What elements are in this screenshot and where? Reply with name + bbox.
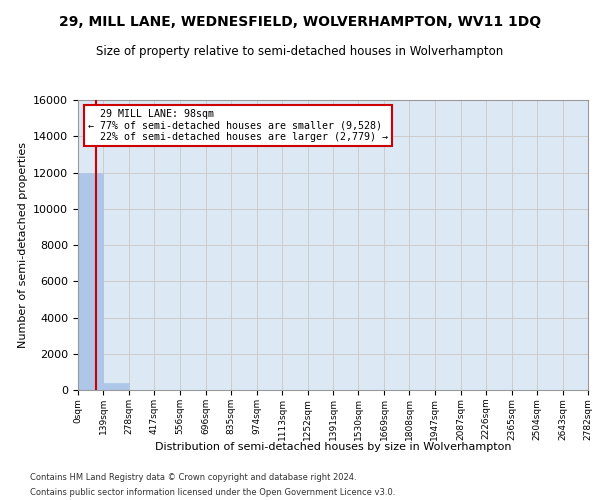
- Text: 29, MILL LANE, WEDNESFIELD, WOLVERHAMPTON, WV11 1DQ: 29, MILL LANE, WEDNESFIELD, WOLVERHAMPTO…: [59, 15, 541, 29]
- Text: Contains public sector information licensed under the Open Government Licence v3: Contains public sector information licen…: [30, 488, 395, 497]
- Y-axis label: Number of semi-detached properties: Number of semi-detached properties: [17, 142, 28, 348]
- Text: Contains HM Land Registry data © Crown copyright and database right 2024.: Contains HM Land Registry data © Crown c…: [30, 473, 356, 482]
- Text: Distribution of semi-detached houses by size in Wolverhampton: Distribution of semi-detached houses by …: [155, 442, 511, 452]
- Bar: [78, 172, 103, 390]
- Text: Size of property relative to semi-detached houses in Wolverhampton: Size of property relative to semi-detach…: [97, 45, 503, 58]
- Text: 29 MILL LANE: 98sqm
← 77% of semi-detached houses are smaller (9,528)
  22% of s: 29 MILL LANE: 98sqm ← 77% of semi-detach…: [88, 108, 388, 142]
- Bar: [103, 383, 129, 390]
